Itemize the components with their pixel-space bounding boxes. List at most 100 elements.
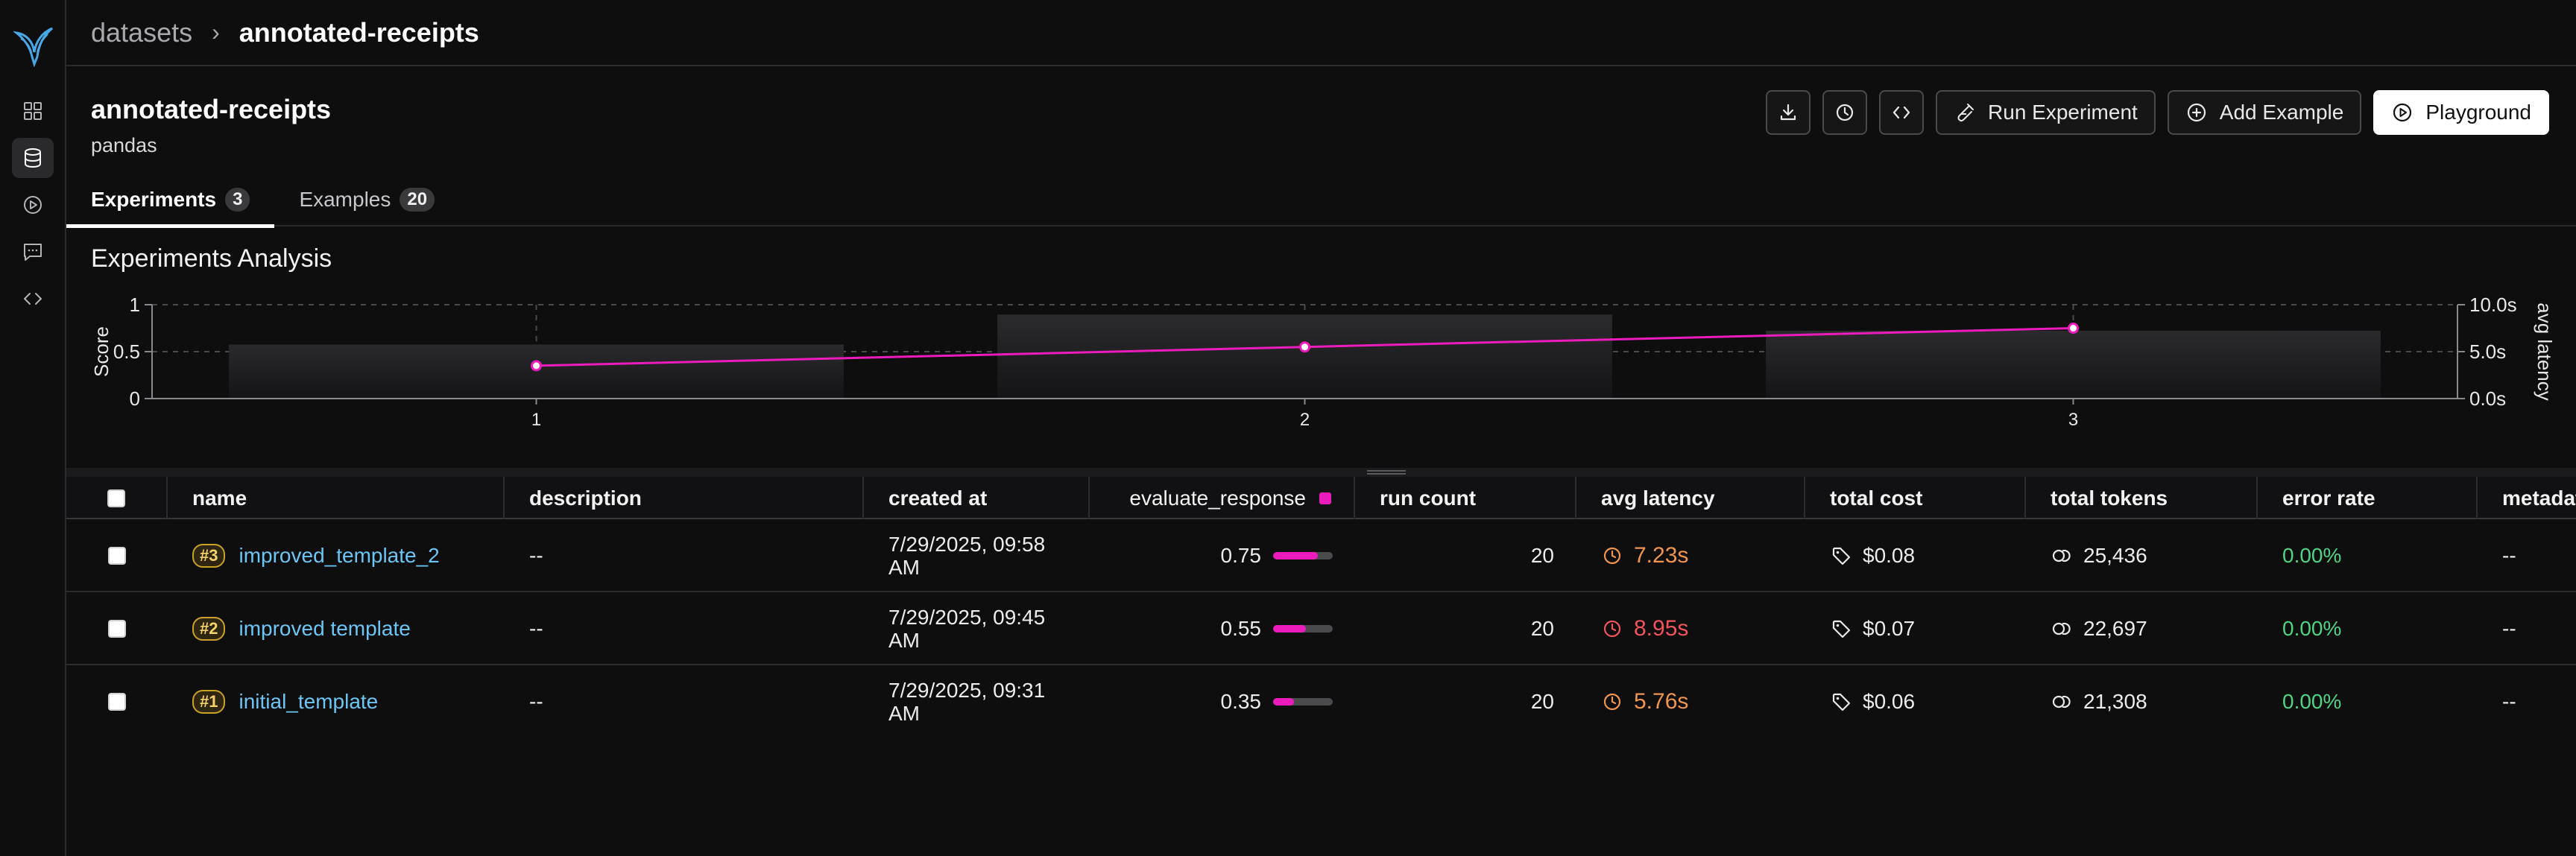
dataset-header: annotated-receipts pandas — [91, 94, 331, 157]
row-select-cell — [66, 519, 168, 592]
row-checkbox[interactable] — [108, 693, 126, 711]
table-header: name description created at evaluate_res… — [66, 477, 2576, 519]
y-tick-label: 0 — [130, 387, 140, 410]
y-axis-label: Score — [90, 326, 113, 377]
avg-latency-cell: 5.76s — [1576, 665, 1805, 738]
select-all-header — [66, 477, 168, 519]
nav-home[interactable] — [12, 91, 54, 131]
breadcrumb: datasets › annotated-receipts — [66, 0, 2576, 66]
price-tag-icon — [1832, 547, 1851, 565]
created-at-cell: 7/29/2025, 09:45 AM — [864, 592, 1090, 665]
score-point — [2068, 323, 2079, 334]
total-tokens-cell: 22,697 — [2026, 592, 2258, 665]
row-select-cell — [66, 592, 168, 665]
header-total-cost[interactable]: total cost — [1805, 477, 2026, 519]
name-cell: #3 improved_template_2 — [168, 519, 505, 592]
toolbar: Run Experiment Add Example Playground — [1766, 90, 2549, 135]
name-cell: #1 initial_template — [168, 665, 505, 738]
latency-bar — [997, 314, 1612, 399]
tab-examples-label: Examples — [299, 188, 391, 211]
total-cost-cell: $0.08 — [1805, 519, 2026, 592]
experiment-name-link[interactable]: improved template — [239, 617, 411, 640]
table-row[interactable]: #1 initial_template -- 7/29/2025, 09:31 A… — [66, 665, 2576, 738]
header-name[interactable]: name — [168, 477, 505, 519]
x-tick-label: 3 — [2068, 410, 2078, 430]
table-row[interactable]: #2 improved template -- 7/29/2025, 09:45… — [66, 592, 2576, 665]
evaluator-score-cell: 0.35 — [1090, 665, 1355, 738]
tab-examples[interactable]: Examples 20 — [274, 173, 459, 226]
header-created-at[interactable]: created at — [864, 477, 1090, 519]
download-button[interactable] — [1766, 90, 1811, 135]
download-icon — [1780, 104, 1796, 121]
run-count-cell: 20 — [1530, 617, 1554, 640]
resize-handle[interactable] — [66, 468, 2576, 477]
total-tokens-value: 25,436 — [2083, 544, 2147, 567]
play-circle-icon — [24, 196, 42, 214]
score-point — [531, 360, 542, 372]
playground-button[interactable]: Playground — [2373, 90, 2549, 135]
created-at-date: 7/29/2025, 09:31 — [888, 679, 1046, 702]
plus-circle-icon — [2187, 103, 2206, 122]
score-bar — [1273, 552, 1333, 559]
name-cell: #2 improved template — [168, 592, 505, 665]
tab-experiments-count: 3 — [225, 188, 250, 212]
tokens-icon — [2052, 549, 2071, 562]
score-bar — [1273, 698, 1333, 706]
experiment-name-link[interactable]: initial_template — [239, 690, 379, 713]
table-row[interactable]: #3 improved_template_2 -- 7/29/2025, 09:… — [66, 519, 2576, 592]
description-cell: -- — [529, 690, 543, 713]
add-example-button[interactable]: Add Example — [2167, 90, 2362, 135]
score-bar-fill — [1273, 625, 1306, 633]
total-tokens-cell: 21,308 — [2026, 665, 2258, 738]
select-all-checkbox[interactable] — [107, 489, 125, 507]
row-checkbox[interactable] — [108, 547, 126, 565]
run-experiment-label: Run Experiment — [1988, 101, 2138, 124]
breadcrumb-datasets-link[interactable]: datasets — [91, 16, 193, 48]
y-tick-label: 1 — [130, 294, 140, 316]
version-history-button[interactable] — [1822, 90, 1868, 135]
run-count-cell: 20 — [1530, 690, 1554, 713]
row-checkbox[interactable] — [108, 620, 126, 638]
score-value: 0.75 — [1220, 544, 1262, 567]
created-at-period: AM — [888, 702, 920, 725]
tab-bar: Experiments 3 Examples 20 — [66, 173, 2576, 228]
evaluator-score-cell: 0.75 — [1090, 519, 1355, 592]
error-rate-cell: 0.00% — [2282, 690, 2342, 713]
run-count-cell: 20 — [1530, 544, 1554, 567]
header-error-rate[interactable]: error rate — [2258, 477, 2478, 519]
header-run-count[interactable]: run count — [1355, 477, 1576, 519]
score-bar-fill — [1273, 698, 1294, 706]
total-cost-value: $0.06 — [1863, 690, 1916, 713]
app-logo-icon[interactable] — [13, 19, 54, 67]
latency-bar — [229, 344, 844, 399]
tab-examples-count: 20 — [400, 188, 435, 212]
header-metadata[interactable]: metadat — [2502, 486, 2576, 510]
nav-playground[interactable] — [12, 185, 54, 225]
x-tick-label: 1 — [531, 410, 541, 430]
clock-icon — [1603, 693, 1621, 711]
nav-prompts[interactable] — [12, 232, 54, 272]
header-total-tokens[interactable]: total tokens — [2026, 477, 2258, 519]
header-evaluator[interactable]: evaluate_response — [1090, 477, 1355, 519]
total-cost-cell: $0.07 — [1805, 592, 2026, 665]
total-tokens-value: 22,697 — [2083, 617, 2147, 640]
code-snippet-button[interactable] — [1879, 90, 1925, 135]
sequence-badge: #2 — [192, 617, 226, 641]
clock-icon — [1603, 547, 1621, 565]
avg-latency-value: 5.76s — [1634, 689, 1689, 714]
header-description[interactable]: description — [505, 477, 864, 519]
add-example-label: Add Example — [2219, 101, 2344, 124]
playground-label: Playground — [2425, 101, 2531, 124]
nav-code[interactable] — [12, 279, 54, 319]
header-avg-latency[interactable]: avg latency — [1576, 477, 1805, 519]
error-rate-cell: 0.00% — [2282, 544, 2342, 567]
tab-experiments[interactable]: Experiments 3 — [66, 173, 275, 228]
total-tokens-value: 21,308 — [2083, 690, 2147, 713]
total-cost-value: $0.07 — [1863, 617, 1916, 640]
nav-datasets[interactable] — [12, 138, 54, 178]
experiment-name-link[interactable]: improved_template_2 — [239, 544, 440, 567]
y2-tick-label: 0.0s — [2469, 387, 2506, 410]
run-experiment-button[interactable]: Run Experiment — [1936, 90, 2156, 135]
header-evaluator-label: evaluate_response — [1129, 486, 1306, 510]
resize-grip[interactable] — [1367, 470, 1406, 475]
